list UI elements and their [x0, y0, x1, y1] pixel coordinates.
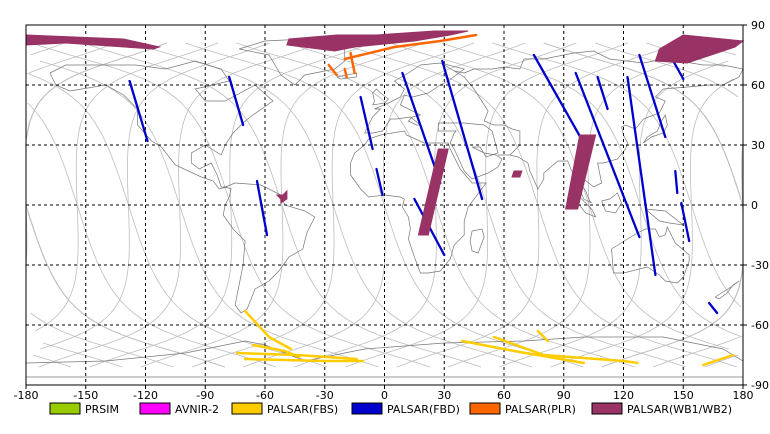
palsar-fbs-segment-4 [492, 335, 639, 365]
legend-label: PALSAR(FBS) [267, 403, 338, 416]
y-tick-label: 30 [751, 139, 765, 152]
palsar-fbd-segment-13 [674, 169, 679, 195]
coastline-10 [645, 208, 685, 226]
coastlines [25, 38, 744, 378]
palsar-fbd-segment-10 [596, 75, 609, 111]
coastline-14 [372, 88, 390, 106]
legend-label: PALSAR(FBD) [387, 403, 460, 416]
orbit-track-asc-14 [27, 42, 743, 368]
palsar-fbd-segment-0 [128, 79, 149, 143]
coastline-7 [611, 225, 690, 284]
legend-swatch [231, 402, 263, 415]
orbit-track-desc-11 [447, 42, 731, 368]
orbit-track-desc-1 [35, 42, 740, 368]
x-tick-label: -90 [196, 389, 214, 402]
legend-label: AVNIR-2 [175, 403, 219, 416]
x-tick-label: 90 [557, 389, 571, 402]
x-tick-label: 60 [497, 389, 511, 402]
orbit-track-desc-14 [25, 42, 744, 368]
y-tick-label: 90 [751, 19, 765, 32]
legend-label: PALSAR(PLR) [505, 403, 576, 416]
palsar-wb1-wb2-swath-5 [565, 134, 597, 210]
y-tick-label: -90 [751, 379, 769, 392]
palsar-fbd-segment-4 [375, 167, 384, 197]
legend-swatch [49, 402, 81, 415]
coastline-9 [601, 192, 622, 214]
y-tick-label: -60 [751, 319, 769, 332]
palsar-fbd-segment-6 [441, 59, 484, 201]
x-tick-label: -60 [256, 389, 274, 402]
palsar-fbd-segment-8 [532, 53, 585, 145]
y-tick-label: -30 [751, 259, 769, 272]
palsar-fbd-segment-2 [255, 179, 269, 237]
y-tick-label: 60 [751, 79, 765, 92]
palsar-fbd-segment-11 [626, 75, 657, 277]
coastline-2 [364, 62, 465, 134]
palsar-fbd-segment-5 [401, 71, 442, 185]
x-tick-label: 180 [733, 389, 754, 402]
palsar-fbd-segment-1 [228, 75, 245, 127]
palsar-fbs-segment-6 [536, 329, 550, 343]
coastline-0 [49, 60, 274, 190]
legend-label: PRSIM [85, 403, 119, 416]
palsar-fbd-segment-16 [707, 301, 719, 315]
palsar-fbd-segment-3 [359, 95, 374, 151]
legend: PRSIM AVNIR-2 PALSAR(FBS) PALSAR(FBD) PALSAR… [49, 402, 732, 416]
coastline-11 [643, 114, 668, 144]
coastline-5 [437, 122, 503, 180]
x-tick-label: 0 [381, 389, 388, 402]
palsar-fbs-segment-0 [243, 309, 293, 351]
palsar-wb1-wb2-swath-4 [417, 148, 449, 236]
coastline-1 [222, 182, 316, 314]
palsar-plr-segment-3 [343, 67, 348, 79]
coastline-4 [469, 228, 485, 254]
palsar-plr-segment-2 [349, 51, 356, 75]
palsar-fbd-segment-9 [574, 71, 641, 239]
legend-swatch [351, 402, 383, 415]
x-tick-label: -180 [14, 389, 39, 402]
x-tick-label: 30 [437, 389, 451, 402]
palsar-fbd-segment-15 [672, 59, 685, 81]
palsar-plr-segment-0 [343, 33, 478, 61]
palsar-plr-segment-1 [327, 63, 338, 77]
orbit-track-desc-12 [30, 42, 729, 368]
orbit-track-desc-13 [28, 42, 734, 368]
palsar-fbd-segment-12 [638, 53, 667, 139]
orbit-track-desc-2 [40, 42, 739, 368]
x-tick-label: 120 [613, 389, 634, 402]
palsar-fbs-segment-5 [460, 339, 585, 365]
coastline-15 [336, 72, 357, 80]
x-tick-label: -150 [73, 389, 98, 402]
orbit-track-asc-12 [42, 42, 743, 368]
palsar-fbs-segment-2 [243, 357, 364, 363]
palsar-wb1-wb2-swath-6 [511, 170, 523, 178]
x-tick-label: -30 [316, 389, 334, 402]
palsar-fbs-segment-7 [701, 353, 735, 367]
grid-lines [26, 25, 743, 385]
orbit-track-desc-3 [38, 42, 321, 368]
palsar-wb1-wb2-swath-1 [286, 30, 469, 52]
palsar-fbs-segment-3 [251, 343, 301, 359]
y-tick-label: 0 [751, 199, 758, 212]
legend-swatch [469, 402, 501, 415]
legend-label: PALSAR(WB1/WB2) [627, 403, 732, 416]
x-tick-label: -120 [133, 389, 158, 402]
palsar-wb1-wb2-swath-2 [654, 34, 745, 64]
legend-swatch [591, 402, 623, 415]
x-tick-label: 150 [673, 389, 694, 402]
orbit-track-desc-5 [140, 42, 424, 368]
coastline-3 [350, 130, 487, 274]
palsar-fbd-segment-14 [680, 201, 691, 243]
coastline-12 [714, 280, 740, 300]
legend-swatch [139, 402, 171, 415]
palsar-wb1-wb2-swath-3 [275, 189, 288, 204]
orbit-track-asc-11 [32, 42, 729, 368]
